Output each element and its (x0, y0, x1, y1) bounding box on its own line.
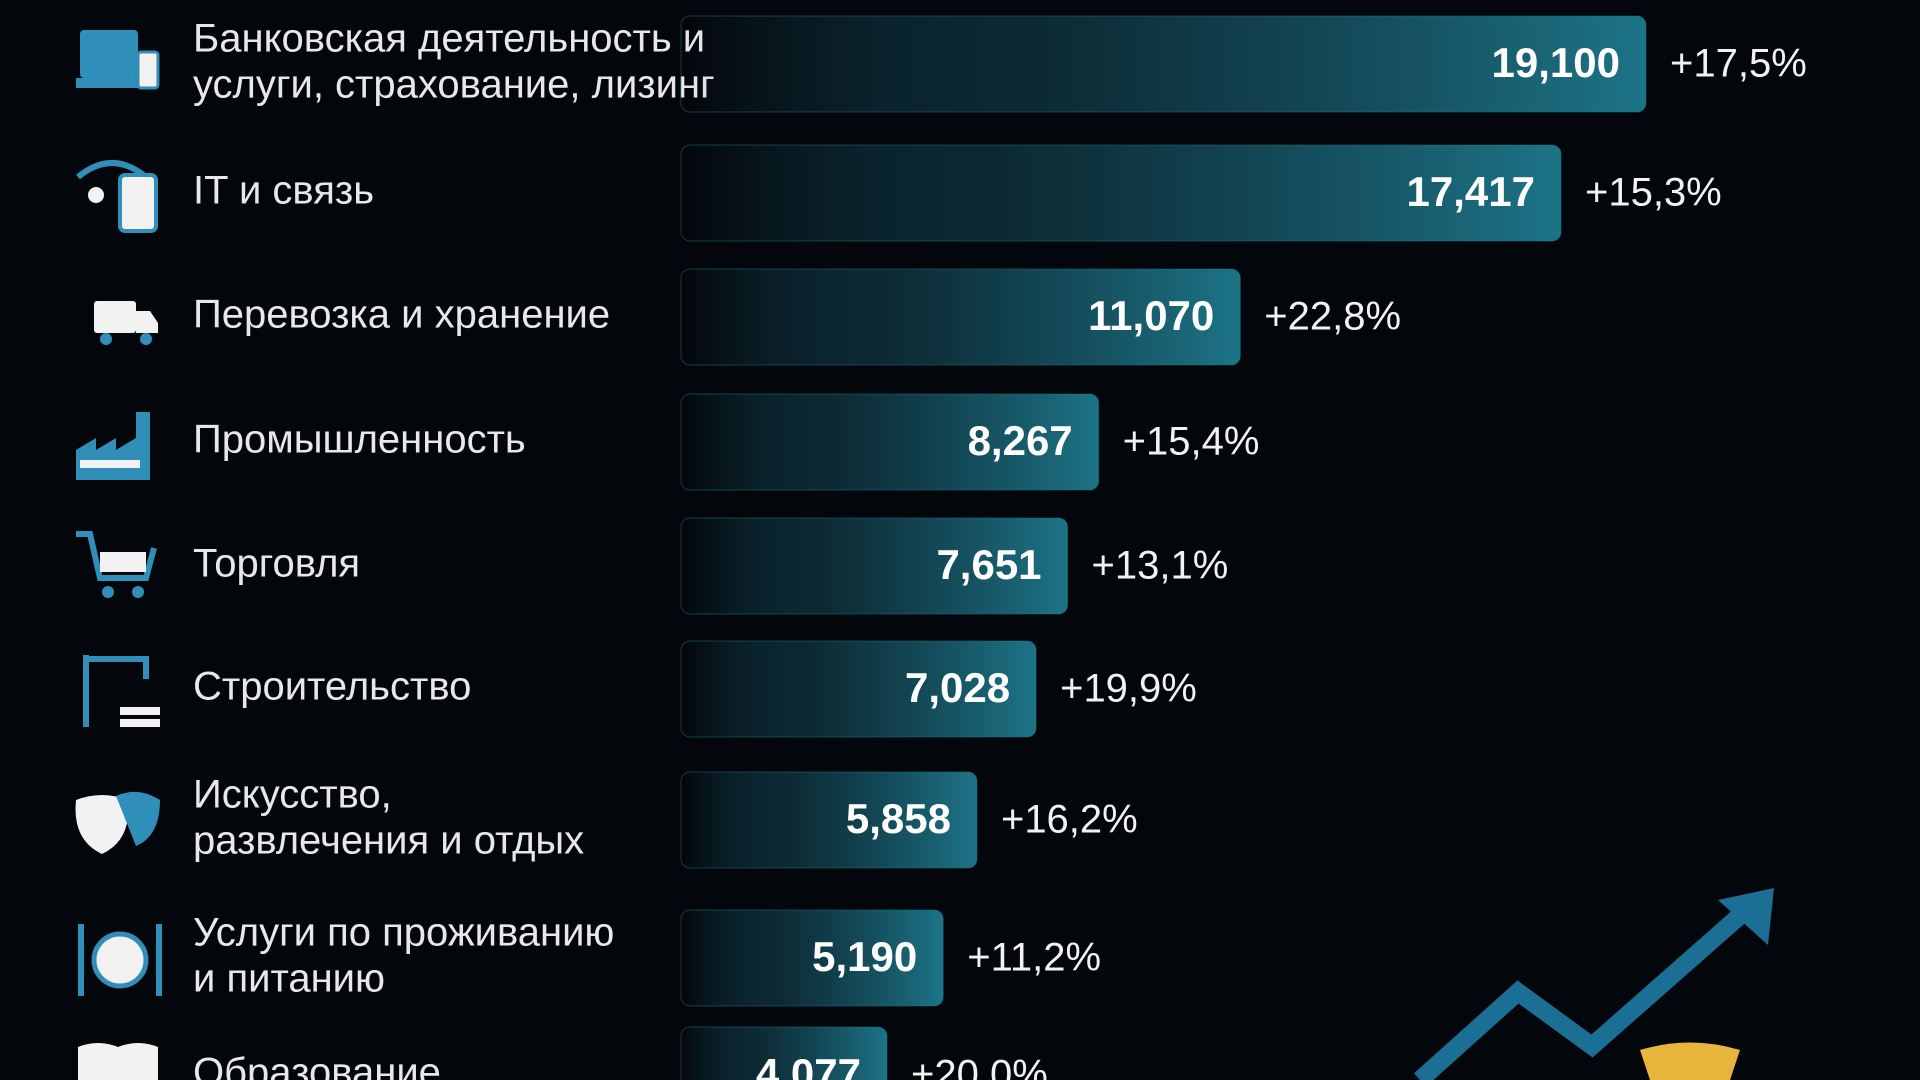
category-label: Услуги по проживанию (193, 911, 614, 955)
change-label: +11,2% (967, 936, 1101, 980)
icon-shape (75, 795, 129, 854)
category-icon (83, 655, 160, 727)
value-label: 4,077 (756, 1050, 861, 1080)
icon-shape (136, 50, 160, 90)
bar (680, 144, 1562, 242)
bar (680, 268, 1241, 366)
category-label: Перевозка и хранение (193, 293, 610, 337)
category-icon (76, 531, 157, 598)
bar (680, 393, 1100, 491)
category-label: Образование (193, 1051, 441, 1080)
icon-shape (156, 924, 162, 996)
trend-arrow (1413, 888, 1774, 1080)
value-label: 5,190 (812, 933, 917, 980)
bar (680, 1026, 888, 1080)
bar (680, 517, 1069, 615)
category-label: Искусство, (193, 773, 392, 817)
icon-shape (76, 531, 157, 581)
change-label: +15,3% (1585, 171, 1722, 215)
icon-shape (76, 78, 144, 88)
category-label: IT и связь (193, 169, 374, 213)
change-label: +20,0% (911, 1053, 1048, 1080)
value-label: 8,267 (968, 417, 1073, 464)
change-label: +17,5% (1670, 42, 1807, 86)
value-label: 5,858 (846, 795, 951, 842)
icon-shape (80, 30, 138, 78)
icon-shape (91, 931, 149, 989)
category-icon (76, 160, 158, 233)
icon-shape (136, 311, 158, 333)
value-label: 7,651 (936, 541, 1041, 588)
bar (680, 909, 944, 1007)
category-label: и питанию (193, 957, 385, 1001)
category-icon (78, 924, 162, 996)
change-label: +22,8% (1264, 295, 1401, 339)
icon-shape (78, 924, 84, 996)
icon-shape (76, 160, 148, 180)
change-label: +13,1% (1092, 544, 1229, 588)
icon-shape (80, 460, 140, 468)
icon-shape (100, 333, 112, 345)
category-icon (78, 1043, 158, 1080)
icon-shape (120, 707, 160, 715)
change-label: +15,4% (1123, 420, 1260, 464)
category-icon (76, 412, 150, 480)
icon-shape (100, 552, 146, 572)
bar (680, 15, 1647, 113)
category-label: Банковская деятельность и (193, 17, 705, 61)
value-label: 17,417 (1407, 168, 1535, 215)
icon-shape (88, 187, 104, 203)
icon-shape (116, 791, 160, 846)
icon-shape (78, 1043, 158, 1080)
value-label: 11,070 (1088, 292, 1214, 339)
category-icon (94, 301, 158, 345)
bar (680, 771, 978, 869)
category-label: развлечения и отдых (193, 819, 584, 863)
icon-shape (120, 719, 160, 727)
change-label: +16,2% (1001, 798, 1138, 842)
icon-shape (76, 412, 150, 480)
icon-shape (83, 655, 149, 727)
bar (680, 640, 1037, 738)
change-label: +19,9% (1060, 667, 1197, 711)
value-label: 7,028 (905, 664, 1010, 711)
category-label: Промышленность (193, 418, 526, 462)
category-label: Торговля (193, 542, 360, 586)
category-icon (75, 791, 160, 854)
value-label: 19,100 (1492, 39, 1620, 86)
category-label: Строительство (193, 665, 471, 709)
category-label: услуги, страхование, лизинг (193, 63, 715, 107)
icon-shape (118, 173, 158, 233)
icon-shape (102, 586, 114, 598)
icon-shape (94, 301, 136, 333)
icon-shape (132, 586, 144, 598)
icon-shape (140, 333, 152, 345)
category-icon (76, 30, 160, 90)
